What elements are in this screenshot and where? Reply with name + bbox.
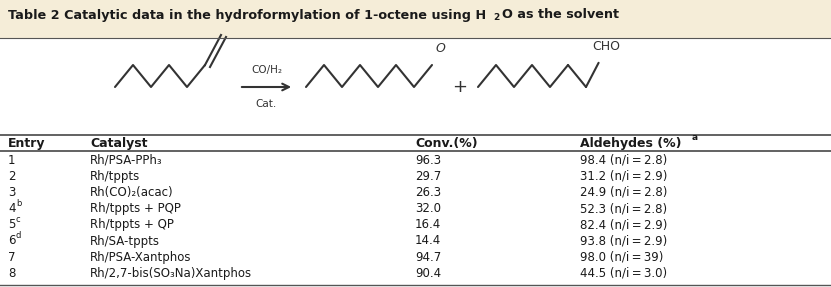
Text: 4: 4 — [8, 202, 16, 215]
Text: Entry: Entry — [8, 137, 46, 150]
Text: 32.0: 32.0 — [415, 202, 441, 215]
Text: CHO: CHO — [593, 40, 621, 53]
Text: Rh/tppts + PQP: Rh/tppts + PQP — [90, 202, 181, 215]
Text: Rh/2,7-bis(SO₃Na)Xantphos: Rh/2,7-bis(SO₃Na)Xantphos — [90, 267, 252, 280]
Text: 26.3: 26.3 — [415, 186, 441, 199]
Text: 2: 2 — [8, 170, 16, 183]
Text: Aldehydes (%): Aldehydes (%) — [580, 137, 681, 150]
Text: 98.0 (n/i = 39): 98.0 (n/i = 39) — [580, 251, 663, 264]
Text: 14.4: 14.4 — [415, 234, 441, 247]
Text: 52.3 (n/i = 2.8): 52.3 (n/i = 2.8) — [580, 202, 667, 215]
Text: 8: 8 — [8, 267, 16, 280]
Text: 31.2 (n/i = 2.9): 31.2 (n/i = 2.9) — [580, 170, 667, 183]
Text: 6: 6 — [8, 234, 16, 247]
Text: Rh/tppts: Rh/tppts — [90, 170, 140, 183]
Text: 24.9 (n/i = 2.8): 24.9 (n/i = 2.8) — [580, 186, 667, 199]
Text: Table 2 Catalytic data in the hydroformylation of 1-octene using H: Table 2 Catalytic data in the hydroformy… — [8, 9, 486, 22]
Text: Cat.: Cat. — [256, 99, 277, 109]
Text: 96.3: 96.3 — [415, 154, 441, 166]
Bar — [0, 38, 831, 287]
Text: 7: 7 — [8, 251, 16, 264]
Text: 2: 2 — [493, 13, 499, 22]
Text: O: O — [436, 42, 446, 55]
Text: 29.7: 29.7 — [415, 170, 441, 183]
Text: 98.4 (n/i = 2.8): 98.4 (n/i = 2.8) — [580, 154, 667, 166]
Text: 44.5 (n/i = 3.0): 44.5 (n/i = 3.0) — [580, 267, 667, 280]
Text: 1: 1 — [8, 154, 16, 166]
Text: 93.8 (n/i = 2.9): 93.8 (n/i = 2.9) — [580, 234, 667, 247]
Text: 3: 3 — [8, 186, 16, 199]
Text: Rh/PSA-Xantphos: Rh/PSA-Xantphos — [90, 251, 191, 264]
Text: c: c — [16, 215, 21, 224]
Text: 16.4: 16.4 — [415, 218, 441, 231]
Text: Rh/tppts + QP: Rh/tppts + QP — [90, 218, 174, 231]
Text: a: a — [692, 133, 698, 143]
Text: Rh/PSA-PPh₃: Rh/PSA-PPh₃ — [90, 154, 163, 166]
Text: CO/H₂: CO/H₂ — [251, 65, 282, 75]
Text: d: d — [16, 232, 22, 241]
Text: b: b — [16, 199, 22, 208]
Text: +: + — [453, 78, 468, 96]
Text: 94.7: 94.7 — [415, 251, 441, 264]
Text: O as the solvent: O as the solvent — [502, 9, 619, 22]
Text: Rh(CO)₂(acac): Rh(CO)₂(acac) — [90, 186, 174, 199]
Text: Rh/SA-tppts: Rh/SA-tppts — [90, 234, 160, 247]
Text: 90.4: 90.4 — [415, 267, 441, 280]
Text: Conv.(%): Conv.(%) — [415, 137, 478, 150]
Text: 82.4 (n/i = 2.9): 82.4 (n/i = 2.9) — [580, 218, 667, 231]
Text: Catalyst: Catalyst — [90, 137, 147, 150]
Text: 5: 5 — [8, 218, 16, 231]
